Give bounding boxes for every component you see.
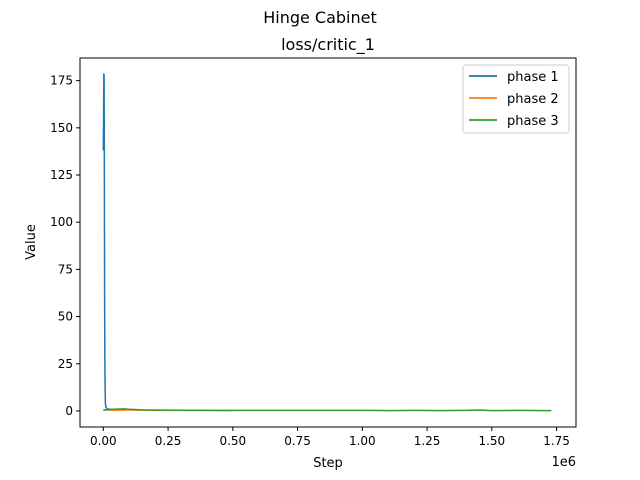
plot-frame [79, 57, 577, 428]
x-tick-label: 1.75 [543, 434, 570, 448]
y-tick-label: 50 [58, 310, 73, 324]
y-axis: 0 25 50 75 100 125 150 175 [50, 74, 80, 418]
legend-label-3: phase 3 [507, 114, 559, 129]
x-axis: 0.00 0.25 0.50 0.75 1.00 1.25 1.50 1.75 [90, 427, 570, 448]
y-tick-label: 175 [50, 74, 73, 88]
series-line-3 [103, 408, 552, 412]
chart-title: loss/critic_1 [281, 35, 375, 55]
legend-frame [462, 64, 570, 134]
x-tick-label: 0.25 [155, 434, 182, 448]
series-layer [102, 73, 552, 412]
y-tick-label: 0 [65, 404, 73, 418]
legend-label-1: phase 1 [507, 70, 559, 85]
y-tick-label: 100 [50, 215, 73, 229]
legend: phase 1 phase 2 phase 3 [462, 64, 570, 134]
x-tick-label: 0.00 [90, 434, 117, 448]
chart-suptitle: Hinge Cabinet [263, 8, 377, 27]
x-tick-label: 1.50 [478, 434, 505, 448]
series-line-1 [102, 73, 130, 411]
y-tick-label: 25 [58, 357, 73, 371]
y-axis-label: Value [24, 224, 39, 260]
x-tick-label: 1.00 [349, 434, 376, 448]
y-tick-label: 125 [50, 168, 73, 182]
y-tick-label: 150 [50, 121, 73, 135]
x-tick-label: 0.50 [219, 434, 246, 448]
x-axis-label: Step [313, 456, 343, 471]
x-offset-label: 1e6 [551, 455, 576, 470]
legend-label-2: phase 2 [507, 92, 559, 107]
x-tick-label: 1.25 [414, 434, 441, 448]
x-tick-label: 0.75 [284, 434, 311, 448]
y-tick-label: 75 [58, 262, 73, 276]
